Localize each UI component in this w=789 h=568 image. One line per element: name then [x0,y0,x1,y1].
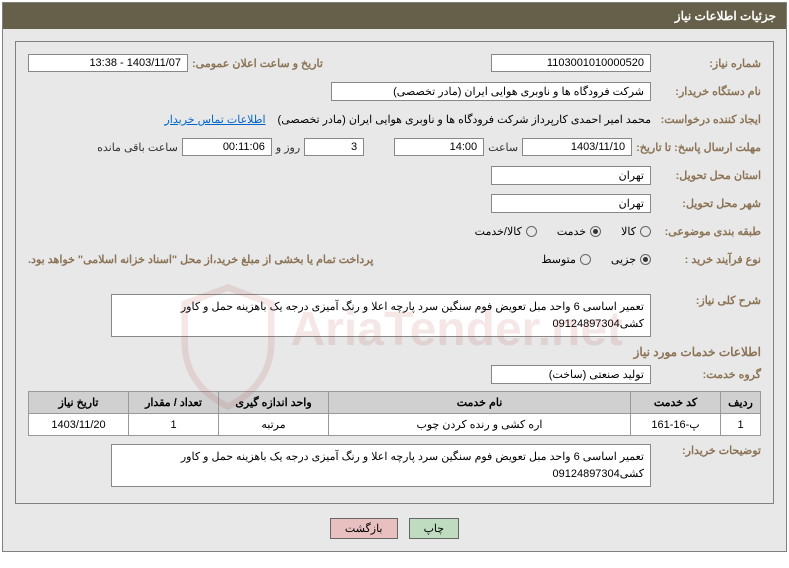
label-requester: ایجاد کننده درخواست: [651,113,761,126]
table-row: 1 پ-16-161 اره کشی و رنده کردن چوب مرتبه… [29,414,761,436]
label-days-and: روز و [272,141,304,154]
form-container: AriaTender.net شماره نیاز: 1103001010000… [15,41,774,504]
th-name: نام خدمت [329,392,631,414]
label-deadline: مهلت ارسال پاسخ: تا تاریخ: [632,141,761,154]
button-row: چاپ بازگشت [15,518,774,539]
radio-medium[interactable]: متوسط [541,253,591,266]
label-service-group: گروه خدمت: [651,368,761,381]
label-city: شهر محل تحویل: [651,197,761,210]
label-purchase-process: نوع فرآیند خرید : [651,253,761,266]
print-button[interactable]: چاپ [409,518,460,539]
field-deadline-time: 14:00 [394,138,484,156]
label-subject-class: طبقه بندی موضوعی: [651,225,761,238]
field-remaining-hms: 00:11:06 [182,138,272,156]
th-row: ردیف [721,392,761,414]
label-time: ساعت [484,141,522,154]
cell-unit: مرتبه [219,414,329,436]
field-service-group: تولید صنعتی (ساخت) [491,365,651,384]
th-unit: واحد اندازه گیری [219,392,329,414]
purchase-process-radios: جزیی متوسط [541,253,651,266]
cell-date: 1403/11/20 [29,414,129,436]
field-remaining-days: 3 [304,138,364,156]
cell-code: پ-16-161 [631,414,721,436]
radio-minor[interactable]: جزیی [611,253,651,266]
subject-class-radios: کالا خدمت کالا/خدمت [475,225,651,238]
buyer-contact-link[interactable]: اطلاعات تماس خریدار [165,113,266,126]
page-title: جزئیات اطلاعات نیاز [3,3,786,29]
label-buyer-notes: توضیحات خریدار: [651,444,761,457]
label-buyer-org: نام دستگاه خریدار: [651,85,761,98]
label-province: استان محل تحویل: [651,169,761,182]
table-header-row: ردیف کد خدمت نام خدمت واحد اندازه گیری ت… [29,392,761,414]
field-buyer-notes: تعمیر اساسی 6 واحد مبل تعویض فوم سنگین س… [111,444,651,487]
th-code: کد خدمت [631,392,721,414]
label-need-number: شماره نیاز: [651,57,761,70]
field-city: تهران [491,194,651,213]
field-announce-dt: 1403/11/07 - 13:38 [28,54,188,72]
label-need-summary: شرح کلی نیاز: [651,294,761,307]
back-button[interactable]: بازگشت [330,518,398,539]
label-remaining: ساعت باقی مانده [93,141,182,154]
payment-note: پرداخت تمام یا بخشی از مبلغ خرید،از محل … [28,253,373,266]
label-announce-dt: تاریخ و ساعت اعلان عمومی: [188,57,323,70]
th-qty: تعداد / مقدار [129,392,219,414]
section-services-info: اطلاعات خدمات مورد نیاز [28,345,761,359]
field-province: تهران [491,166,651,185]
radio-service[interactable]: خدمت [557,225,601,238]
cell-name: اره کشی و رنده کردن چوب [329,414,631,436]
radio-goods-service[interactable]: کالا/خدمت [475,225,537,238]
field-need-number: 1103001010000520 [491,54,651,72]
radio-goods[interactable]: کالا [621,225,651,238]
th-date: تاریخ نیاز [29,392,129,414]
services-table: ردیف کد خدمت نام خدمت واحد اندازه گیری ت… [28,391,761,436]
field-buyer-org: شرکت فرودگاه ها و ناوبری هوایی ایران (ما… [331,82,651,101]
field-need-summary: تعمیر اساسی 6 واحد مبل تعویض فوم سنگین س… [111,294,651,337]
cell-qty: 1 [129,414,219,436]
cell-row: 1 [721,414,761,436]
field-requester: محمد امیر احمدی کارپرداز شرکت فرودگاه ها… [278,113,651,126]
field-deadline-date: 1403/11/10 [522,138,632,156]
